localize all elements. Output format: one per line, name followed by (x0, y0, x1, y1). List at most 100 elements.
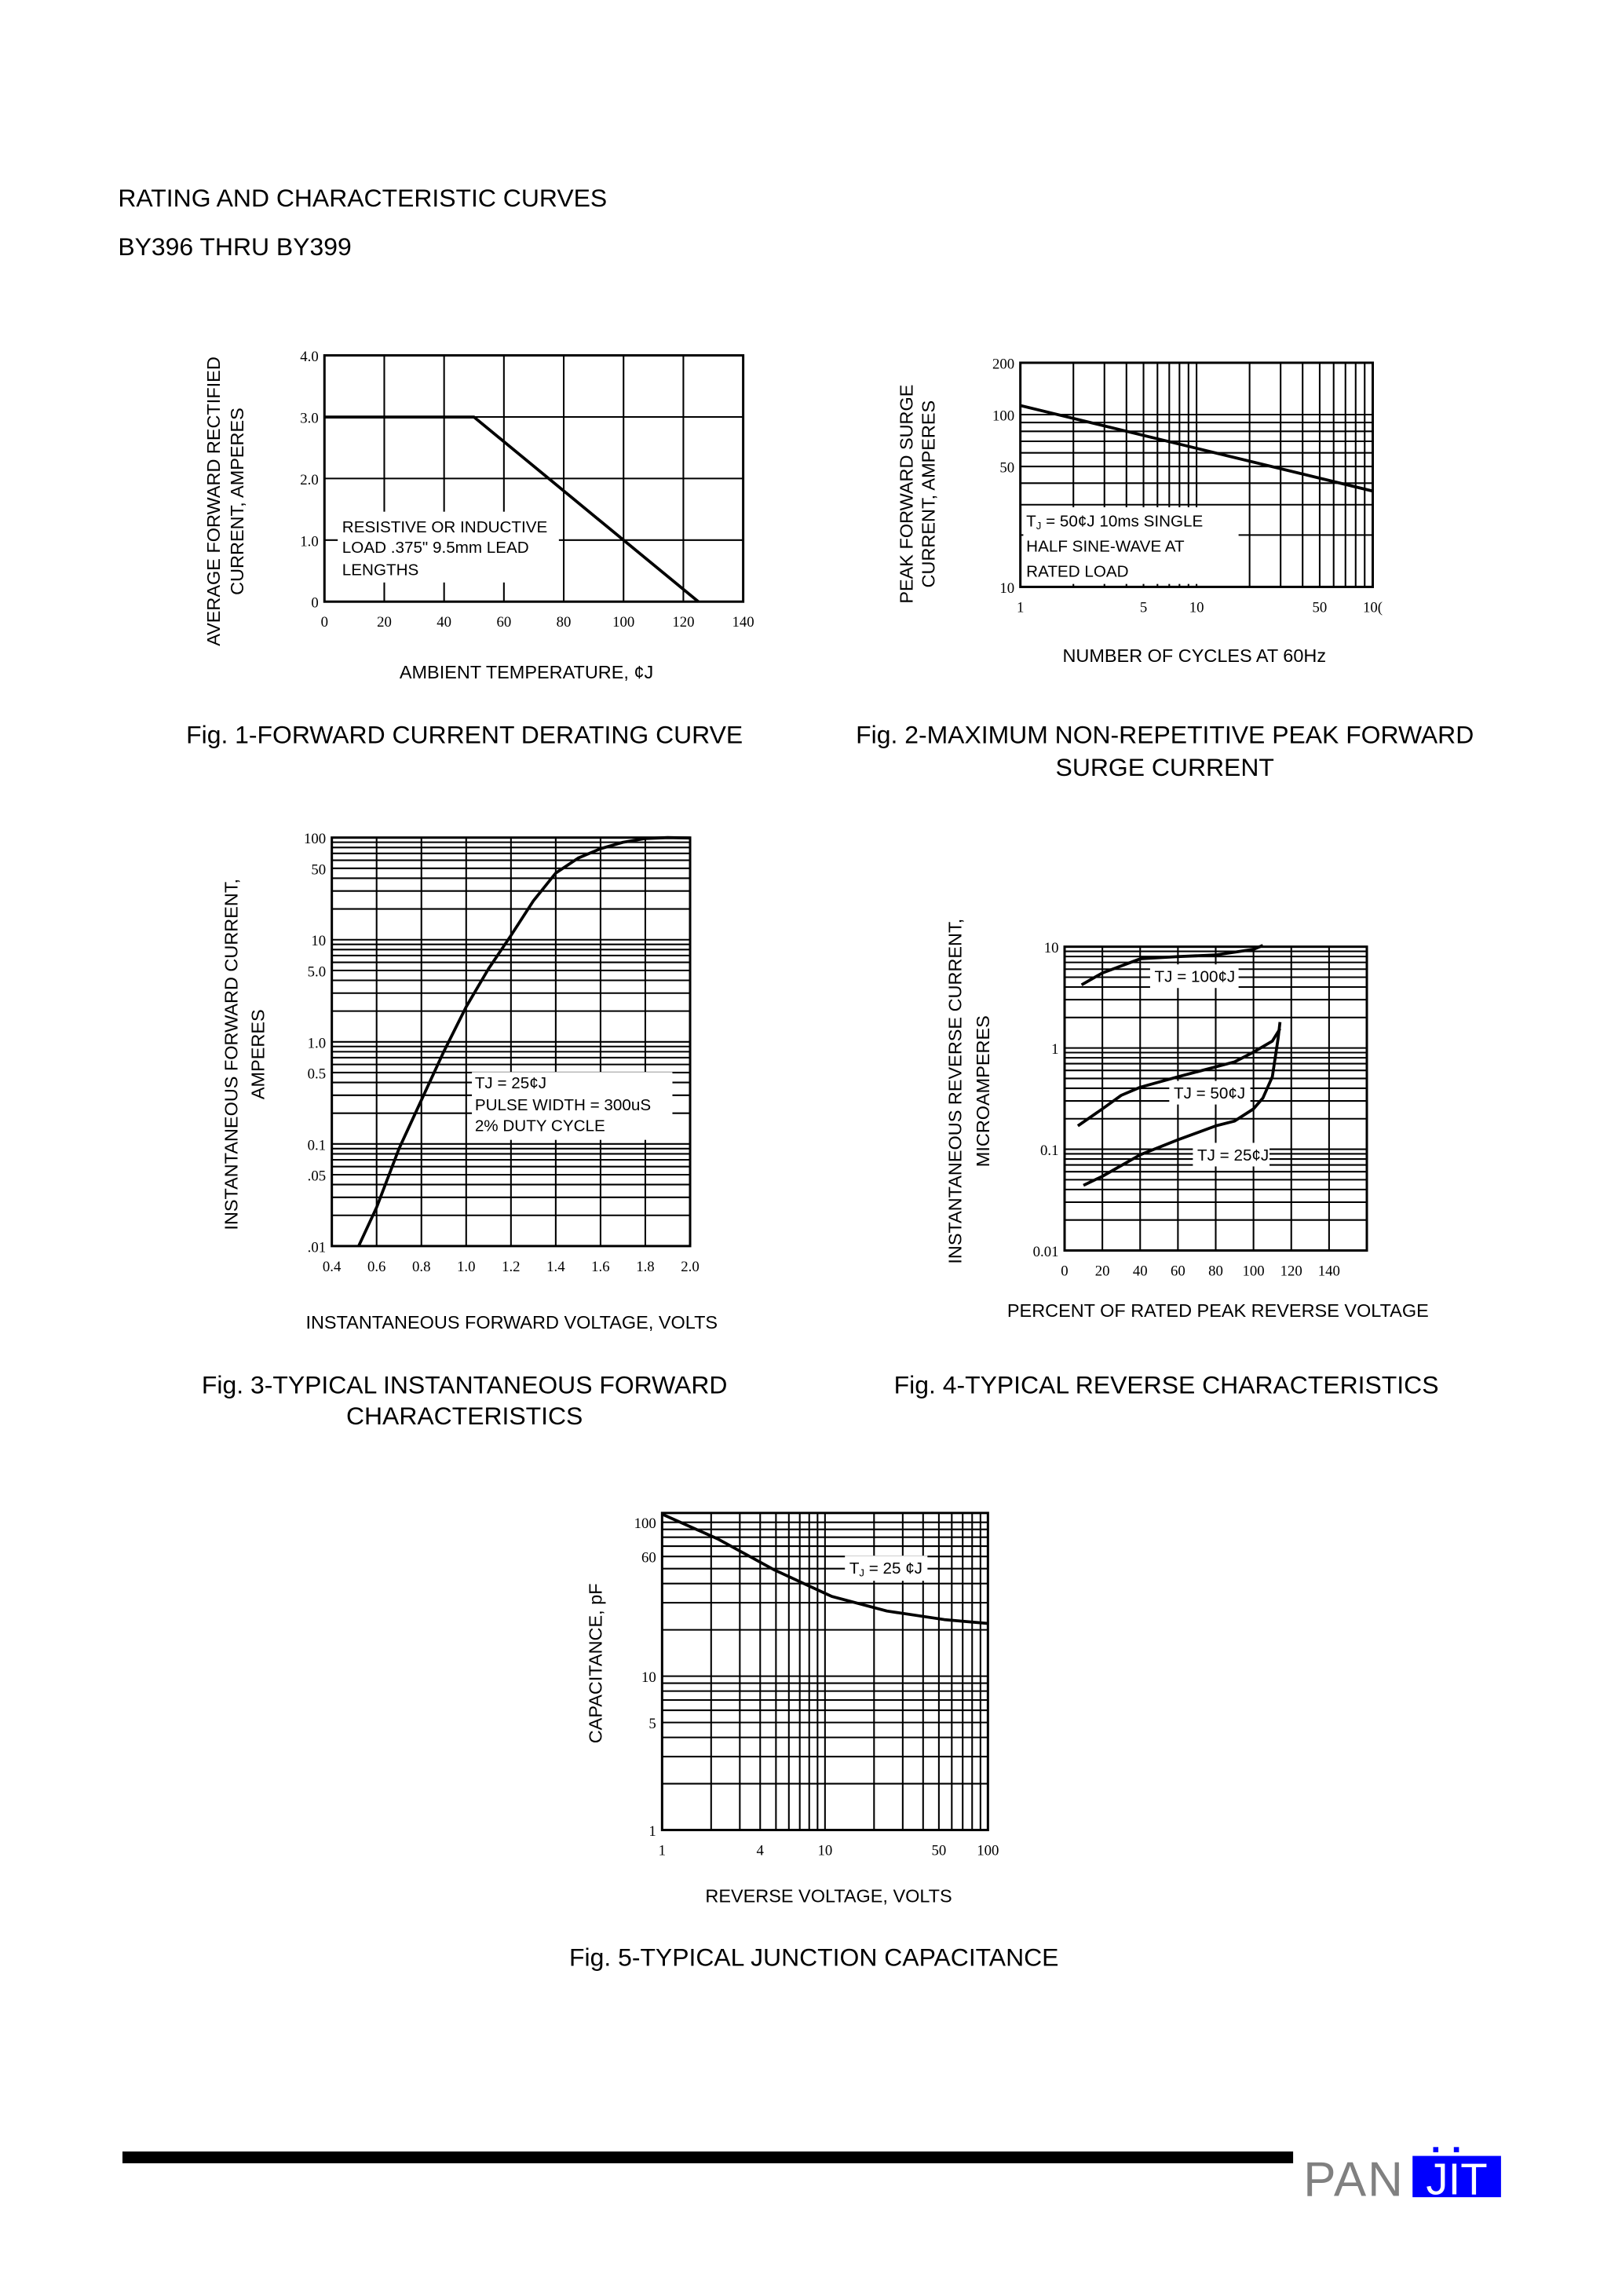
y-tick-label: 1 (648, 1823, 656, 1840)
plot-frame (1019, 361, 1375, 588)
fig3-annotation-line2: PULSE WIDTH = 300uS (475, 1096, 651, 1114)
x-tick-label: 100 (1243, 1263, 1265, 1279)
y-tick-label: 10 (1044, 940, 1059, 956)
x-tick-label: 10 (1189, 599, 1204, 616)
x-tick-label: 40 (437, 614, 451, 631)
x-tick-label: 80 (557, 614, 572, 631)
series-line (1083, 1022, 1282, 1187)
x-tick-label: 10( (1363, 599, 1383, 616)
fig2-annotation-line1: TJ = 50¢J 10ms SINGLE (1026, 512, 1203, 532)
y-tick-label: 0.1 (1040, 1143, 1058, 1159)
series-line (661, 1512, 988, 1625)
x-tick-label: 1.0 (457, 1259, 475, 1275)
fig2-xlabel: NUMBER OF CYCLES AT 60Hz (1062, 645, 1326, 666)
fig4-caption: Fig. 4-TYPICAL REVERSE CHARACTERISTICS (894, 1371, 1439, 1399)
fig4-ylabel-line1: INSTANTANEOUS REVERSE CURRENT, (945, 919, 966, 1264)
x-tick-label: 0.8 (412, 1259, 430, 1275)
fig1-ylabel-line1: AVERAGE FORWARD RECTIFIED (203, 356, 224, 646)
fig3-annotation-line1: TJ = 25¢J (475, 1074, 546, 1092)
y-tick-label: 4.0 (300, 349, 318, 365)
logo-jit-box (1412, 2155, 1501, 2198)
y-tick-label: 10 (641, 1669, 656, 1686)
fig3-ylabel-line2: AMPERES (247, 1009, 268, 1099)
x-tick-label: 100 (977, 1842, 999, 1859)
y-tick-label: 1.0 (308, 1035, 326, 1051)
series-line (357, 835, 691, 1247)
fig4-xlabel: PERCENT OF RATED PEAK REVERSE VOLTAGE (1007, 1300, 1429, 1321)
x-tick-label: 140 (732, 614, 754, 631)
page-subtitle: BY396 THRU BY399 (118, 232, 351, 261)
x-tick-label: 140 (1318, 1263, 1340, 1279)
y-tick-label: 0.01 (1033, 1244, 1059, 1260)
x-tick-label: 80 (1208, 1263, 1223, 1279)
fig3-ylabel-line1: INSTANTANEOUS FORWARD CURRENT, (221, 879, 241, 1230)
fig5-ylabel: CAPACITANCE, pF (585, 1583, 605, 1743)
y-tick-label: 100 (304, 831, 326, 847)
y-tick-label: 60 (641, 1550, 656, 1567)
y-tick-label: 200 (992, 356, 1014, 372)
fig1-ylabel-line2: CURRENT, AMPERES (227, 408, 247, 595)
x-tick-label: 0 (1061, 1263, 1068, 1279)
x-tick-label: 20 (1095, 1263, 1110, 1279)
x-tick-label: 4 (757, 1842, 765, 1859)
figure-5: 1 4 10 50 100 100 60 10 5 1 TJ = 25 ¢J CAPACITANC… (569, 1512, 1058, 1971)
figure-1: 0 20 40 60 80 100 120 140 0 1.0 2.0 3.0 4.0 RESISTIV… (186, 349, 754, 748)
x-tick-label: 5 (1140, 599, 1147, 616)
x-tick-label: 2.0 (681, 1259, 699, 1275)
fig4-label-tj100: TJ = 100¢J (1155, 968, 1236, 986)
fig1-annotation-line2: LOAD .375" 9.5mm LEAD (342, 539, 529, 557)
fig3-xlabel: INSTANTANEOUS FORWARD VOLTAGE, VOLTS (305, 1312, 718, 1333)
fig1-annotation-line3: LENGTHS (342, 561, 419, 579)
x-tick-label: 20 (377, 614, 392, 631)
fig5-annotation: TJ = 25 ¢J (849, 1559, 922, 1579)
fig3-caption-line2: CHARACTERISTICS (346, 1402, 583, 1430)
x-tick-label: 1.8 (636, 1259, 654, 1275)
x-tick-label: 60 (1171, 1263, 1185, 1279)
fig1-xlabel: AMBIENT TEMPERATURE, ¢J (400, 662, 653, 682)
y-tick-label: 5 (648, 1716, 656, 1732)
plot-frame (331, 836, 692, 1248)
page-title: RATING AND CHARACTERISTIC CURVES (118, 184, 607, 212)
y-tick-label: 0.1 (308, 1137, 326, 1153)
y-tick-label: 10 (311, 933, 326, 949)
series-line (1076, 1028, 1281, 1128)
logo-jit-text: JIT (1426, 2154, 1487, 2203)
series-line (1020, 404, 1373, 493)
series-line (1080, 944, 1264, 986)
x-tick-label: 1.2 (502, 1259, 520, 1275)
x-tick-label: 10 (817, 1842, 832, 1859)
x-tick-label: 100 (612, 614, 634, 631)
x-tick-label: 1 (659, 1842, 666, 1859)
x-tick-label: 1 (1017, 599, 1024, 616)
fig2-annotation-line3: RATED LOAD (1026, 562, 1128, 580)
fig1-annotation-line1: RESISTIVE OR INDUCTIVE (342, 518, 548, 536)
plot-frame (323, 354, 745, 603)
fig1-caption: Fig. 1-FORWARD CURRENT DERATING CURVE (186, 720, 743, 748)
x-tick-label: 1.4 (546, 1259, 565, 1275)
y-tick-label: 1 (1051, 1041, 1058, 1058)
fig2-caption-line2: SURGE CURRENT (1056, 753, 1274, 781)
y-tick-label: 100 (992, 408, 1014, 425)
figure-3: 0.4 0.6 0.8 1.0 1.2 1.4 1.6 1.8 2.0 100 50 10 5.0 1.0… (202, 831, 728, 1430)
series-line (324, 415, 700, 603)
y-tick-label: 10 (999, 580, 1014, 597)
footer-rule (122, 2151, 1294, 2163)
fig3-caption-line1: Fig. 3-TYPICAL INSTANTANEOUS FORWARD (202, 1371, 728, 1399)
fig4-label-tj25: TJ = 25¢J (1197, 1146, 1269, 1164)
fig2-annotation-line2: HALF SINE-WAVE AT (1026, 537, 1185, 555)
y-tick-label: 0 (311, 595, 318, 612)
y-tick-label: 5.0 (308, 963, 326, 980)
y-tick-label: 3.0 (300, 411, 318, 427)
x-tick-label: 120 (672, 614, 694, 631)
x-tick-label: 0.6 (367, 1259, 385, 1275)
y-tick-label: 2.0 (300, 472, 318, 488)
x-tick-label: 50 (1313, 599, 1328, 616)
x-tick-label: 120 (1280, 1263, 1302, 1279)
x-tick-label: 1.6 (591, 1259, 609, 1275)
fig3-annotation-line3: 2% DUTY CYCLE (475, 1117, 605, 1135)
y-tick-label: 50 (999, 460, 1014, 477)
y-tick-label: 50 (311, 861, 326, 878)
x-tick-label: 0.4 (323, 1259, 342, 1275)
logo-pan-text: PAN (1303, 2152, 1404, 2206)
